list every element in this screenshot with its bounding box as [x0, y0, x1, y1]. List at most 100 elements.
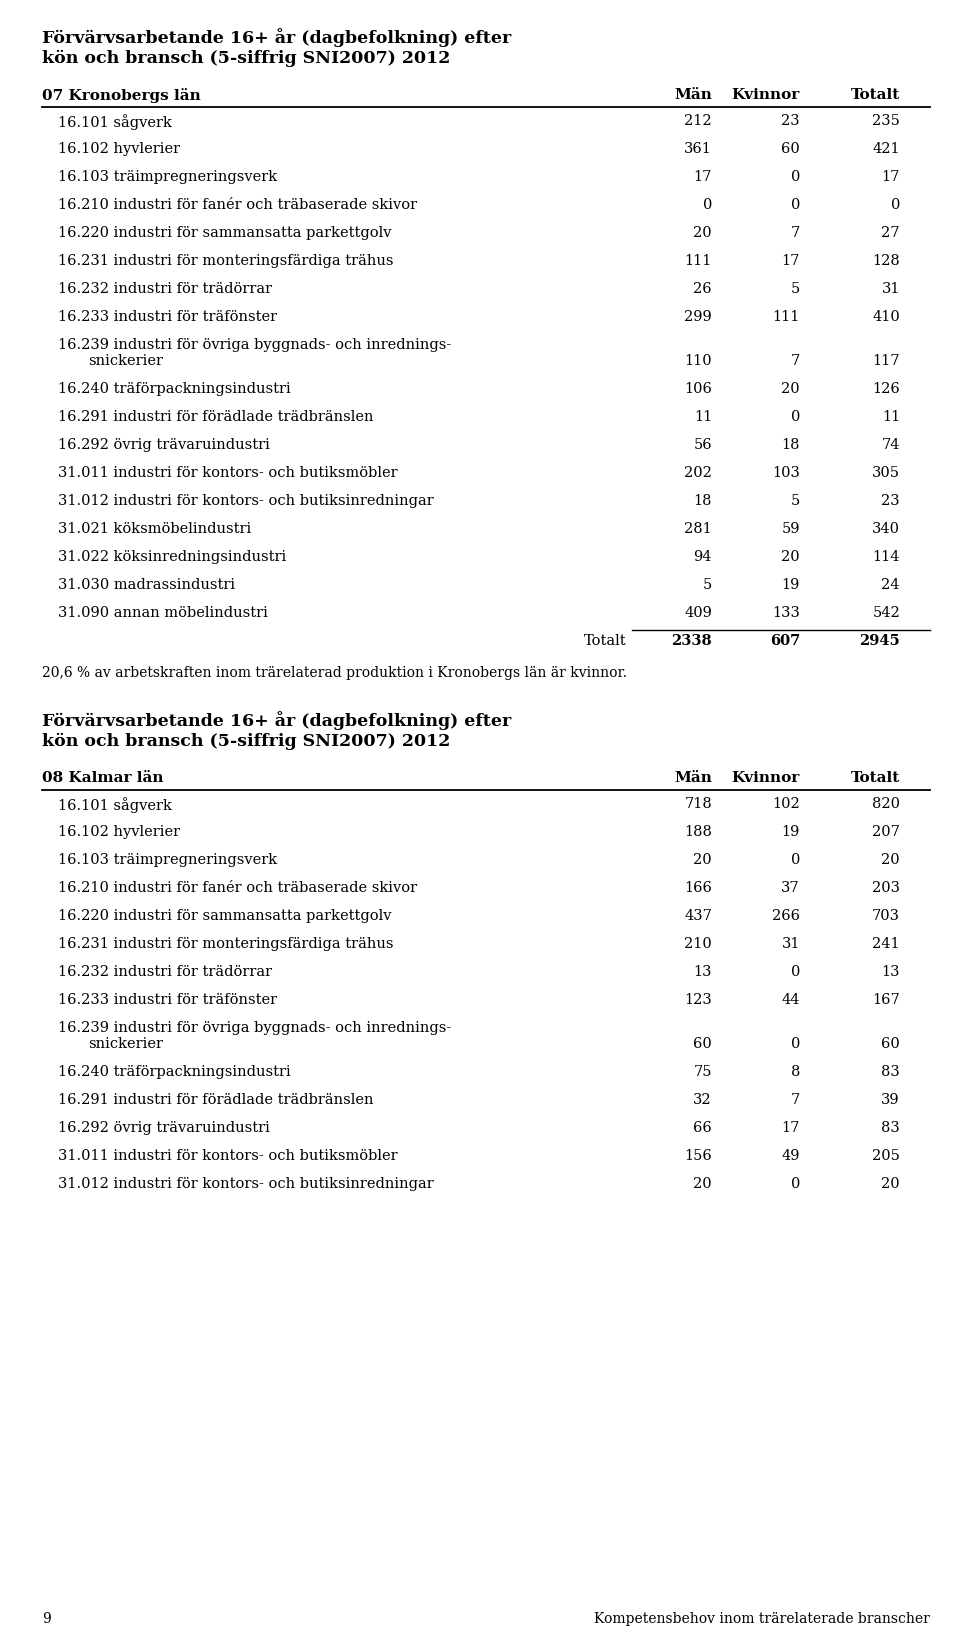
Text: 820: 820	[872, 797, 900, 811]
Text: 16.101 sågverk: 16.101 sågverk	[58, 115, 172, 129]
Text: Män: Män	[674, 88, 712, 101]
Text: 66: 66	[693, 1121, 712, 1135]
Text: 340: 340	[872, 522, 900, 537]
Text: 13: 13	[881, 965, 900, 978]
Text: 9: 9	[42, 1611, 51, 1626]
Text: 23: 23	[881, 494, 900, 509]
Text: 17: 17	[781, 254, 800, 268]
Text: 44: 44	[781, 993, 800, 1008]
Text: 26: 26	[693, 281, 712, 296]
Text: 188: 188	[684, 825, 712, 839]
Text: 16.220 industri för sammansatta parkettgolv: 16.220 industri för sammansatta parkettg…	[58, 910, 392, 923]
Text: 114: 114	[873, 550, 900, 564]
Text: 8: 8	[791, 1065, 800, 1080]
Text: Totalt: Totalt	[851, 88, 900, 101]
Text: 83: 83	[881, 1121, 900, 1135]
Text: 102: 102	[772, 797, 800, 811]
Text: 16.102 hyvlerier: 16.102 hyvlerier	[58, 142, 180, 155]
Text: 133: 133	[772, 605, 800, 620]
Text: 167: 167	[873, 993, 900, 1008]
Text: 75: 75	[693, 1065, 712, 1080]
Text: 16.101 sågverk: 16.101 sågverk	[58, 797, 172, 813]
Text: 212: 212	[684, 115, 712, 128]
Text: 56: 56	[693, 438, 712, 452]
Text: kön och bransch (5-siffrig SNI2007) 2012: kön och bransch (5-siffrig SNI2007) 2012	[42, 733, 450, 751]
Text: 17: 17	[694, 170, 712, 183]
Text: 410: 410	[873, 309, 900, 324]
Text: 19: 19	[781, 825, 800, 839]
Text: 361: 361	[684, 142, 712, 155]
Text: 305: 305	[872, 466, 900, 479]
Text: 202: 202	[684, 466, 712, 479]
Text: 0: 0	[791, 965, 800, 978]
Text: 5: 5	[791, 494, 800, 509]
Text: 59: 59	[781, 522, 800, 537]
Text: 20: 20	[881, 1176, 900, 1191]
Text: 281: 281	[684, 522, 712, 537]
Text: 421: 421	[873, 142, 900, 155]
Text: 16.291 industri för förädlade trädbränslen: 16.291 industri för förädlade trädbränsl…	[58, 1093, 373, 1108]
Text: 2338: 2338	[671, 635, 712, 648]
Text: 74: 74	[881, 438, 900, 452]
Text: 0: 0	[791, 198, 800, 213]
Text: 203: 203	[872, 882, 900, 895]
Text: Totalt: Totalt	[585, 635, 627, 648]
Text: 166: 166	[684, 882, 712, 895]
Text: 20: 20	[693, 226, 712, 240]
Text: 31.090 annan möbelindustri: 31.090 annan möbelindustri	[58, 605, 268, 620]
Text: 299: 299	[684, 309, 712, 324]
Text: 409: 409	[684, 605, 712, 620]
Text: 39: 39	[881, 1093, 900, 1108]
Text: 437: 437	[684, 910, 712, 923]
Text: 210: 210	[684, 937, 712, 951]
Text: 24: 24	[881, 578, 900, 592]
Text: 0: 0	[791, 1176, 800, 1191]
Text: 31.011 industri för kontors- och butiksmöbler: 31.011 industri för kontors- och butiksm…	[58, 1148, 397, 1163]
Text: 32: 32	[693, 1093, 712, 1108]
Text: 20: 20	[693, 852, 712, 867]
Text: 83: 83	[881, 1065, 900, 1080]
Text: 20: 20	[781, 381, 800, 396]
Text: 18: 18	[781, 438, 800, 452]
Text: 31: 31	[881, 281, 900, 296]
Text: 16.239 industri för övriga byggnads- och inrednings-: 16.239 industri för övriga byggnads- och…	[58, 339, 451, 352]
Text: 156: 156	[684, 1148, 712, 1163]
Text: Kvinnor: Kvinnor	[732, 771, 800, 785]
Text: 7: 7	[791, 353, 800, 368]
Text: 16.240 träförpackningsindustri: 16.240 träförpackningsindustri	[58, 1065, 291, 1080]
Text: 16.233 industri för träfönster: 16.233 industri för träfönster	[58, 309, 277, 324]
Text: 718: 718	[684, 797, 712, 811]
Text: 123: 123	[684, 993, 712, 1008]
Text: 31.030 madrassindustri: 31.030 madrassindustri	[58, 578, 235, 592]
Text: 0: 0	[791, 411, 800, 424]
Text: 31.021 köksmöbelindustri: 31.021 köksmöbelindustri	[58, 522, 252, 537]
Text: 16.231 industri för monteringsfärdiga trähus: 16.231 industri för monteringsfärdiga tr…	[58, 937, 394, 951]
Text: 117: 117	[873, 353, 900, 368]
Text: 0: 0	[891, 198, 900, 213]
Text: 31: 31	[781, 937, 800, 951]
Text: 0: 0	[703, 198, 712, 213]
Text: 11: 11	[881, 411, 900, 424]
Text: 266: 266	[772, 910, 800, 923]
Text: 16.292 övrig trävaruindustri: 16.292 övrig trävaruindustri	[58, 1121, 270, 1135]
Text: 49: 49	[781, 1148, 800, 1163]
Text: 13: 13	[693, 965, 712, 978]
Text: 19: 19	[781, 578, 800, 592]
Text: 106: 106	[684, 381, 712, 396]
Text: Kvinnor: Kvinnor	[732, 88, 800, 101]
Text: 18: 18	[693, 494, 712, 509]
Text: Förvärvsarbetande 16+ år (dagbefolkning) efter: Förvärvsarbetande 16+ år (dagbefolkning)…	[42, 28, 512, 47]
Text: 16.239 industri för övriga byggnads- och inrednings-: 16.239 industri för övriga byggnads- och…	[58, 1021, 451, 1036]
Text: 20: 20	[781, 550, 800, 564]
Text: 16.240 träförpackningsindustri: 16.240 träförpackningsindustri	[58, 381, 291, 396]
Text: 23: 23	[781, 115, 800, 128]
Text: 16.210 industri för fanér och träbaserade skivor: 16.210 industri för fanér och träbaserad…	[58, 882, 418, 895]
Text: Kompetensbehov inom trärelaterade branscher: Kompetensbehov inom trärelaterade bransc…	[594, 1611, 930, 1626]
Text: 16.220 industri för sammansatta parkettgolv: 16.220 industri för sammansatta parkettg…	[58, 226, 392, 240]
Text: 0: 0	[791, 852, 800, 867]
Text: 31.022 köksinredningsindustri: 31.022 köksinredningsindustri	[58, 550, 286, 564]
Text: Män: Män	[674, 771, 712, 785]
Text: 20,6 % av arbetskraften inom trärelaterad produktion i Kronobergs län är kvinnor: 20,6 % av arbetskraften inom trärelatera…	[42, 666, 627, 681]
Text: 20: 20	[881, 852, 900, 867]
Text: Förvärvsarbetande 16+ år (dagbefolkning) efter: Förvärvsarbetande 16+ år (dagbefolkning)…	[42, 712, 512, 730]
